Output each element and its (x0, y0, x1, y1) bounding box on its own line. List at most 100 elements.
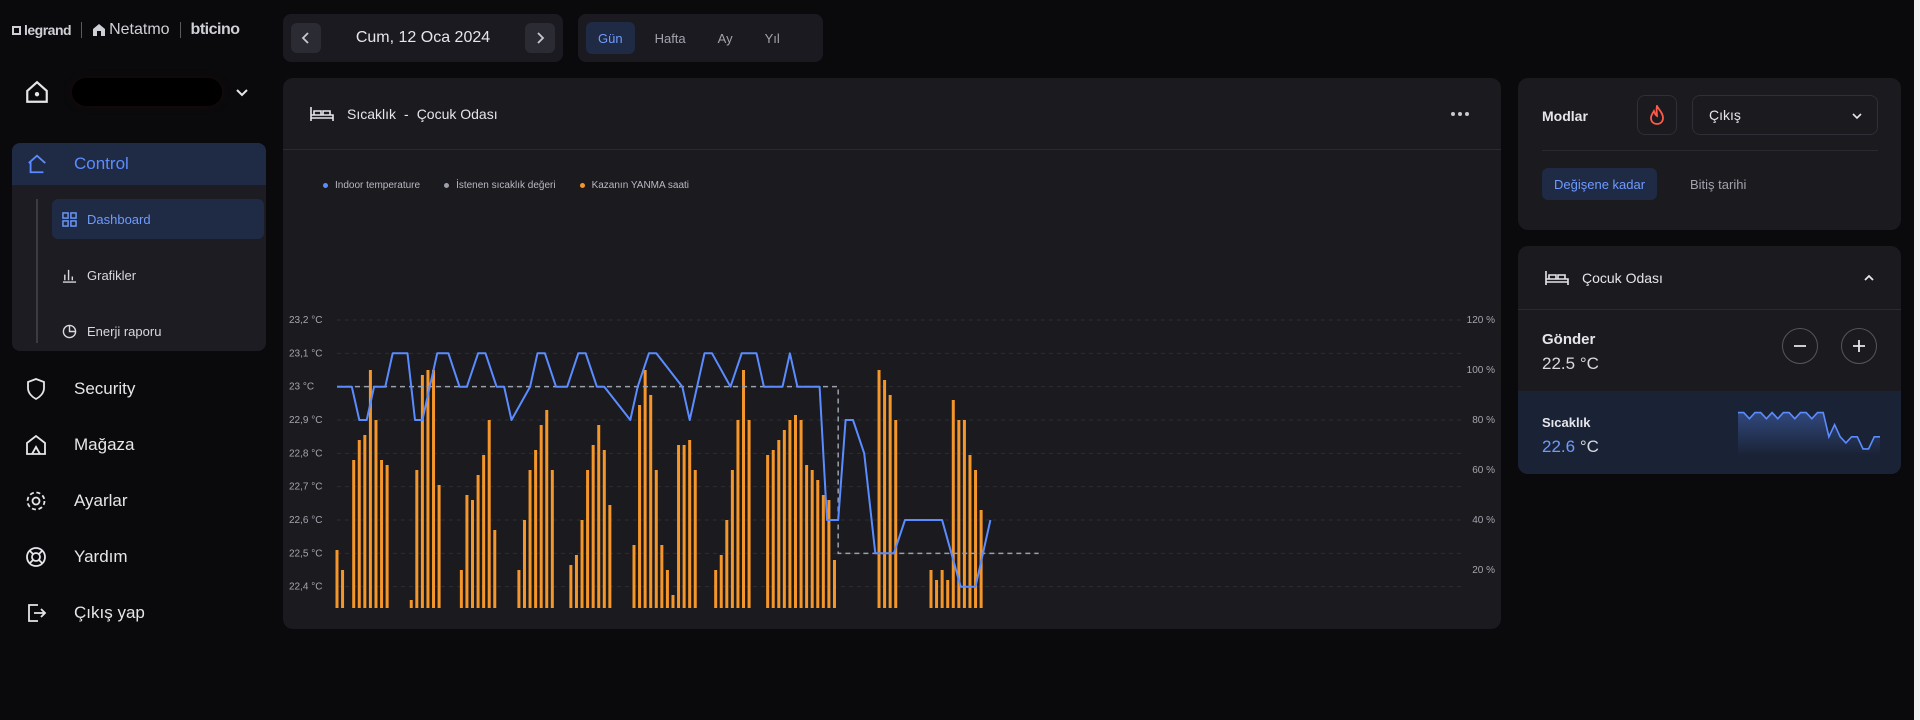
minus-icon (1794, 345, 1806, 347)
boiler-bar (654, 470, 658, 608)
current-temperature-row[interactable]: Sıcaklık 22.6 °C (1518, 391, 1901, 474)
boiler-bar (877, 370, 881, 608)
boiler-bar (550, 470, 554, 608)
boiler-bar (816, 480, 820, 608)
heating-mode-button[interactable] (1637, 95, 1677, 135)
chevron-up-icon[interactable] (1863, 272, 1875, 284)
boiler-bar (929, 570, 933, 608)
period-tab-year[interactable]: Yıl (764, 30, 780, 46)
boiler-bar (665, 570, 669, 608)
legend-item-setpoint[interactable]: İstenen sıcaklık değeri (444, 180, 556, 191)
period-tab-month[interactable]: Ay (717, 30, 733, 46)
boiler-bar (363, 435, 367, 608)
boiler-bar (335, 550, 339, 608)
home-selector[interactable] (24, 76, 254, 108)
y-left-tick-label: 23 °C (289, 382, 314, 393)
y-right-tick-label: 20 % (1472, 565, 1495, 576)
boiler-bar (682, 445, 686, 608)
legrand-logo: legrand (12, 22, 72, 38)
y-left-tick-label: 22,9 °C (289, 415, 322, 426)
room-card-header[interactable]: Çocuk Odası (1518, 246, 1901, 310)
temperature-sparkline (1738, 411, 1880, 455)
boiler-bar (517, 570, 521, 608)
boiler-bar (569, 565, 573, 608)
chevron-right-icon (537, 32, 545, 44)
boiler-bar (688, 440, 692, 608)
next-day-button[interactable] (524, 23, 555, 53)
y-left-tick-label: 23,1 °C (289, 348, 322, 359)
boiler-bar (671, 595, 675, 608)
until-change-button[interactable]: Değişene kadar (1542, 168, 1658, 200)
mode-select[interactable]: Çıkış (1692, 95, 1878, 135)
boiler-bar (714, 570, 718, 608)
chart-title-separator: - (404, 105, 409, 122)
boiler-bar (888, 395, 892, 608)
chevron-left-icon (301, 32, 309, 44)
boiler-bar (935, 580, 939, 608)
brand-bar: legrand Netatmo bticino (12, 20, 240, 40)
sidebar-item-enerji-raporu[interactable]: Enerji raporu (52, 311, 264, 351)
boiler-bar (974, 470, 978, 608)
temperature-chart-card: Sıcaklık - Çocuk Odası Indoor temperatur… (283, 78, 1501, 629)
legend-item-indoor[interactable]: Indoor temperature (323, 180, 420, 191)
submenu-line (36, 199, 38, 343)
sidebar-item-grafikler[interactable]: Grafikler (52, 255, 264, 295)
increase-button[interactable] (1841, 328, 1877, 364)
sidebar-control-group: Control Dashboard Grafikler Enerji rapor… (12, 143, 266, 351)
modes-label: Modlar (1542, 108, 1588, 124)
boiler-bar (894, 420, 898, 608)
boiler-bar (341, 570, 345, 608)
home-name-redacted (72, 78, 222, 106)
boiler-bar (415, 470, 419, 608)
sidebar-item-control[interactable]: Control (12, 143, 266, 185)
more-options-icon[interactable] (1449, 104, 1471, 124)
boiler-bar (420, 375, 424, 608)
sidebar-item-label: Security (74, 379, 136, 398)
mode-select-value: Çıkış (1709, 107, 1741, 123)
sidebar-item-label: Çıkış yap (74, 603, 145, 622)
setpoint-label: Gönder (1542, 331, 1596, 348)
sidebar-item-dashboard[interactable]: Dashboard (52, 199, 264, 239)
boiler-bar (805, 465, 809, 608)
sidebar-item-security[interactable]: Security (24, 369, 264, 409)
period-tab-day[interactable]: Gün (586, 22, 635, 54)
sidebar-item-label: Yardım (74, 547, 128, 566)
y-left-tick-label: 22,5 °C (289, 548, 322, 559)
bed-icon (310, 106, 334, 121)
y-left-tick-label: 22,6 °C (289, 515, 322, 526)
boiler-bar (719, 555, 723, 608)
legend-item-boiler[interactable]: Kazanın YANMA saati (579, 180, 689, 191)
sidebar-item-label: Dashboard (87, 211, 151, 227)
plus-icon (1853, 340, 1865, 352)
y-right-tick-label: 120 % (1467, 315, 1495, 326)
boiler-bar (476, 475, 480, 608)
boiler-bar (677, 445, 681, 608)
sidebar-item-cikis-yap[interactable]: Çıkış yap (24, 593, 264, 633)
boiler-bar (777, 440, 781, 608)
date-navigator: Cum, 12 Oca 2024 (283, 14, 563, 62)
temperature-label: Sıcaklık (1542, 415, 1591, 430)
sidebar-item-magaza[interactable]: Mağaza (24, 425, 264, 465)
boiler-bar (471, 500, 475, 608)
boiler-bar (602, 450, 606, 608)
boiler-bar (693, 470, 697, 608)
boiler-bar (380, 460, 384, 608)
boiler-bar (482, 455, 486, 608)
end-date-button[interactable]: Bitiş tarihi (1690, 176, 1747, 192)
boiler-bar (459, 570, 463, 608)
window-scrollbar[interactable] (1914, 0, 1920, 720)
boiler-bar (522, 520, 526, 608)
boiler-bar (951, 400, 955, 608)
sidebar-item-ayarlar[interactable]: Ayarlar (24, 481, 264, 521)
boiler-bar (766, 455, 770, 608)
prev-day-button[interactable] (291, 23, 321, 53)
sparkline-line (1738, 411, 1880, 450)
boiler-bar (788, 420, 792, 608)
boiler-bar (730, 470, 734, 608)
period-tab-week[interactable]: Hafta (654, 30, 686, 46)
control-home-icon (28, 154, 46, 174)
decrease-button[interactable] (1782, 328, 1818, 364)
pie-chart-icon (62, 324, 77, 338)
boiler-bar (799, 420, 803, 608)
sidebar-item-yardim[interactable]: Yardım (24, 537, 264, 577)
